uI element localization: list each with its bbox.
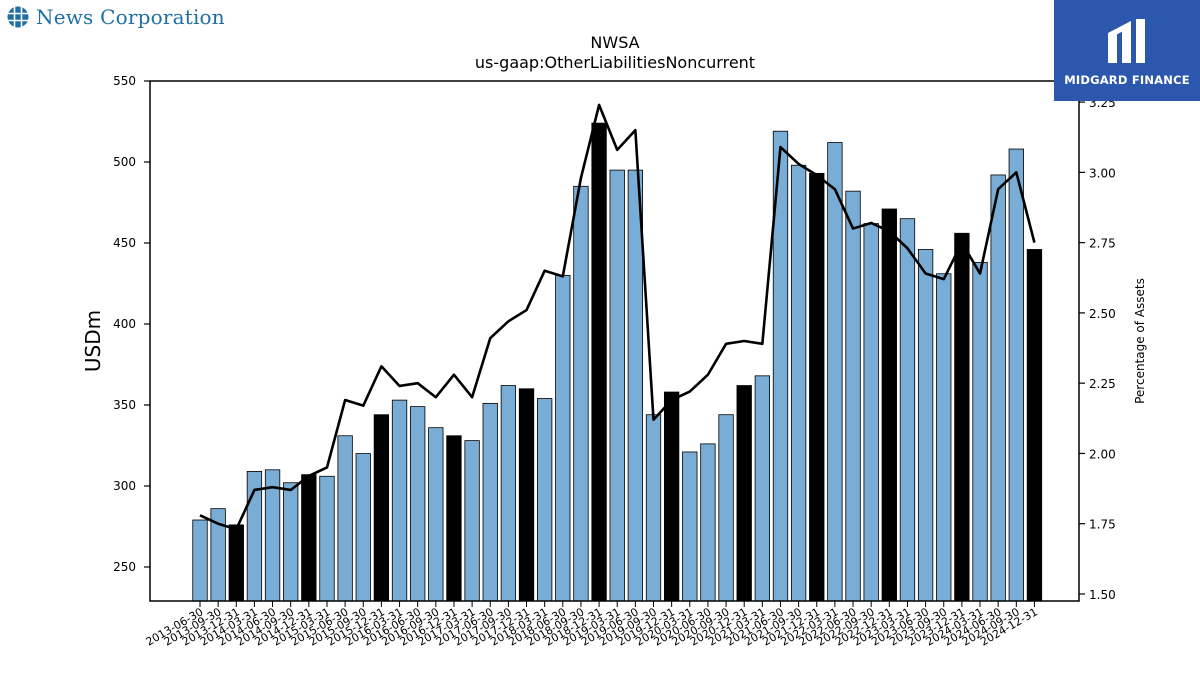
bar: [845, 190, 861, 602]
news-corporation-logo: News Corporation: [6, 5, 225, 29]
bar: [809, 172, 825, 602]
bar: [555, 274, 571, 602]
bar: [663, 391, 680, 602]
bar: [736, 385, 752, 602]
bar: [936, 273, 952, 602]
y2-axis-label: Percentage of Assets: [1133, 278, 1147, 404]
bar: [790, 164, 807, 602]
y-tick-label: 400: [113, 317, 136, 331]
bar: [700, 443, 716, 602]
y-axis-right: 1.501.752.002.252.502.753.003.25: [1079, 96, 1116, 602]
bar: [754, 375, 770, 602]
news-corporation-logo-text: News Corporation: [36, 5, 225, 29]
y-tick-label: 450: [113, 236, 136, 250]
y-tick-label: 550: [113, 74, 136, 88]
bar: [863, 223, 879, 602]
y2-tick-label: 1.75: [1089, 518, 1116, 532]
bar: [428, 427, 444, 602]
bar: [827, 142, 843, 602]
bar: [899, 218, 916, 602]
y-tick-label: 500: [113, 155, 136, 169]
y2-tick-label: 2.50: [1089, 307, 1116, 321]
bar: [500, 385, 517, 602]
bar: [682, 451, 698, 602]
bar: [446, 435, 462, 602]
bar: [537, 398, 553, 602]
bar: [410, 406, 426, 602]
bar: [482, 402, 498, 602]
midgard-finance-logo: MIDGARD FINANCE: [1054, 0, 1200, 101]
bar: [319, 475, 335, 602]
y-tick-label: 250: [113, 560, 136, 574]
bar: [645, 414, 662, 602]
y-tick-label: 300: [113, 479, 136, 493]
bar: [355, 453, 371, 602]
bar: [954, 232, 970, 602]
bar: [573, 185, 589, 602]
bar: [192, 519, 208, 602]
bar: [301, 474, 317, 602]
globe-icon: [7, 6, 29, 28]
y2-tick-label: 2.00: [1089, 447, 1116, 461]
bar: [1008, 148, 1024, 602]
bar: [990, 174, 1006, 602]
bar: [972, 262, 988, 602]
midgard-finance-logo-text: MIDGARD FINANCE: [1064, 73, 1190, 87]
bar: [391, 399, 408, 602]
y2-tick-label: 2.25: [1089, 377, 1116, 391]
bar: [718, 414, 734, 602]
x-axis: 2013-06-302013-09-302013-12-312014-03-31…: [144, 601, 1040, 649]
line-series: [199, 103, 1036, 531]
y-axis-label: USDm: [81, 310, 105, 372]
bar: [591, 122, 607, 602]
bar: [609, 169, 625, 602]
bar: [337, 435, 353, 602]
plot-frame: [149, 80, 1080, 602]
bar: [283, 482, 299, 602]
bar: [264, 469, 281, 602]
bar: [373, 414, 390, 602]
y-axis-left: 250 300 350 400 450 500 550: [113, 74, 150, 574]
y2-tick-label: 1.50: [1089, 588, 1116, 602]
midgard-logo-icon: [1108, 19, 1145, 63]
y-tick-label: 350: [113, 398, 136, 412]
bar-series: [192, 122, 1043, 602]
bar: [228, 524, 244, 602]
bar: [917, 249, 934, 602]
bar: [627, 169, 644, 602]
percentage-line: [199, 103, 1036, 531]
chart-subtitle: us-gaap:OtherLiabilitiesNoncurrent: [475, 53, 755, 72]
bar: [464, 440, 480, 602]
bar: [1026, 249, 1043, 602]
y2-tick-label: 2.75: [1089, 237, 1116, 251]
chart-title: NWSA: [590, 33, 639, 52]
y2-tick-label: 3.00: [1089, 166, 1116, 180]
bar: [518, 388, 535, 602]
bar: [881, 208, 897, 602]
